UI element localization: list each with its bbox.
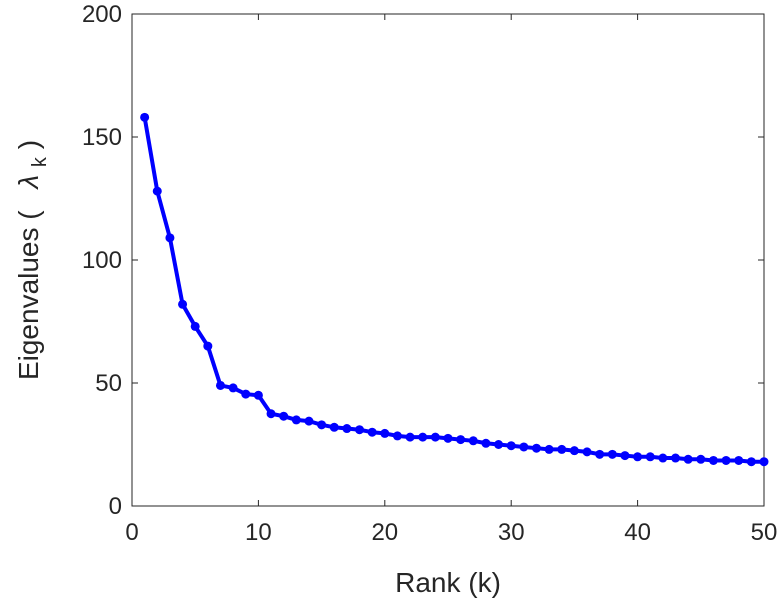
y-axis-ticks: 0 50 100 150 200	[82, 1, 764, 520]
data-point	[481, 438, 491, 448]
data-point	[456, 435, 466, 445]
data-point	[531, 443, 541, 453]
data-point	[734, 455, 744, 465]
data-point	[367, 427, 377, 437]
x-tick-label: 40	[624, 519, 651, 546]
data-point	[607, 449, 617, 459]
data-point	[620, 451, 630, 461]
data-point	[355, 425, 365, 435]
data-point	[721, 455, 731, 465]
y-axis-label-suffix: )	[13, 140, 44, 149]
y-tick-label: 200	[82, 1, 122, 28]
y-axis-label-prefix: Eigenvalues (	[13, 210, 44, 380]
data-point	[190, 321, 200, 331]
data-point	[203, 341, 213, 351]
y-tick-label: 150	[82, 124, 122, 151]
x-tick-label: 30	[498, 519, 525, 546]
data-point	[645, 452, 655, 462]
data-point	[329, 422, 339, 432]
data-point	[266, 409, 276, 419]
data-point	[215, 380, 225, 390]
data-point	[241, 389, 251, 399]
data-point	[140, 112, 150, 122]
y-axis-label-subscript: k	[29, 156, 51, 167]
data-point	[253, 390, 263, 400]
data-point	[228, 383, 238, 393]
data-point	[582, 447, 592, 457]
data-point	[405, 432, 415, 442]
data-point	[506, 441, 516, 451]
y-axis-label-symbol: λ	[13, 175, 44, 191]
series-layer	[140, 112, 769, 467]
x-tick-label: 20	[371, 519, 398, 546]
plot-frame	[131, 13, 765, 507]
x-axis-label: Rank (k)	[395, 567, 501, 598]
data-point	[468, 436, 478, 446]
data-point	[430, 432, 440, 442]
y-tick-label: 0	[109, 493, 122, 520]
data-point	[443, 433, 453, 443]
data-point	[304, 416, 314, 426]
x-tick-label: 50	[751, 519, 778, 546]
data-point	[696, 454, 706, 464]
data-point	[152, 186, 162, 196]
data-point	[671, 453, 681, 463]
data-point	[380, 428, 390, 438]
data-point	[418, 432, 428, 442]
data-point	[658, 453, 668, 463]
data-point	[544, 444, 554, 454]
data-point	[569, 446, 579, 456]
data-point	[342, 424, 352, 434]
data-point	[279, 411, 289, 421]
data-point	[392, 431, 402, 441]
x-axis-ticks: 0 10 20 30 40 50	[125, 14, 777, 546]
y-tick-label: 50	[95, 370, 122, 397]
data-point	[746, 457, 756, 467]
x-tick-label: 0	[125, 519, 138, 546]
data-point	[165, 233, 175, 243]
data-point	[317, 420, 327, 430]
data-point	[519, 442, 529, 452]
data-point	[633, 452, 643, 462]
data-point	[683, 454, 693, 464]
data-point	[595, 449, 605, 459]
data-point	[291, 415, 301, 425]
data-point	[759, 457, 769, 467]
y-tick-label: 100	[82, 247, 122, 274]
x-tick-label: 10	[245, 519, 272, 546]
data-point	[708, 455, 718, 465]
data-point	[494, 440, 504, 449]
data-point	[178, 299, 188, 309]
y-axis-label: Eigenvalues ( λ k )	[13, 140, 52, 380]
data-point	[557, 444, 567, 454]
